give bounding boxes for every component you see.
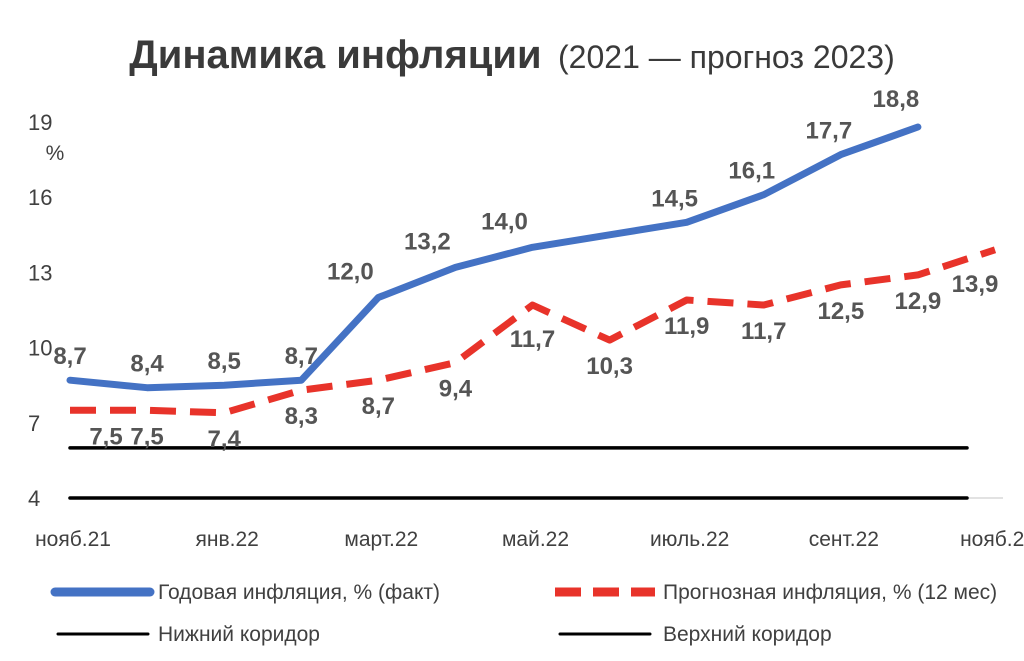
data-label-annual: 16,1 [728, 158, 775, 185]
y-tick-label: 10 [28, 336, 52, 361]
series-line-1 [66, 123, 922, 392]
data-label-annual: 8,7 [285, 343, 318, 370]
data-label-forecast: 7,4 [207, 426, 241, 453]
data-label-annual: 8,7 [53, 343, 86, 370]
y-tick-label: 4 [28, 486, 40, 511]
data-label-forecast: 8,7 [362, 393, 395, 420]
data-label-forecast: 10,3 [586, 353, 633, 380]
x-tick-label: сент.22 [809, 528, 879, 551]
x-tick-label: июль.22 [650, 528, 729, 551]
x-tick-label: май.22 [502, 528, 569, 551]
y-axis-unit: % [46, 142, 65, 165]
data-label-annual: 14,5 [651, 185, 698, 212]
data-label-annual: 13,2 [404, 228, 451, 255]
y-tick-label: 7 [28, 411, 40, 436]
data-label-forecast: 12,9 [895, 288, 942, 315]
data-label-forecast: 12,5 [817, 298, 864, 325]
data-label-forecast: 11,9 [664, 313, 709, 340]
legend-label-1: Годовая инфляция, % (факт) [158, 581, 440, 604]
legend-label-2: Прогнозная инфляция, % (12 мес) [663, 581, 997, 604]
data-label-annual: 14,0 [481, 208, 528, 235]
data-label-forecast: 7,5 [89, 423, 122, 450]
legend: Годовая инфляция, % (факт) Прогнозная инф… [50, 581, 997, 646]
x-tick-label: нояб.21 [35, 528, 111, 551]
x-tick-label: янв.22 [196, 528, 259, 551]
data-label-annual: 17,7 [805, 118, 852, 145]
x-tick-label: март.22 [344, 528, 418, 551]
x-axis: нояб.21 янв.22 март.22 май.22 июль.22 сент.22… [35, 528, 1024, 551]
data-label-annual: 12,0 [327, 258, 374, 285]
data-label-annual: 8,5 [207, 348, 240, 375]
chart-title: Динамика инфляции (2021 — прогноз 2023) [129, 33, 895, 77]
x-tick-label: нояб.22 [960, 528, 1024, 551]
data-label-annual: 8,4 [130, 351, 164, 378]
legend-label-4: Верхний коридор [663, 623, 832, 646]
y-tick-label: 16 [28, 185, 52, 210]
data-label-forecast: 9,4 [439, 376, 473, 403]
y-tick-label: 19 [28, 110, 52, 135]
chart-subtitle: (2021 — прогноз 2023) [558, 39, 895, 75]
data-label-forecast: 11,7 [510, 326, 555, 353]
data-label-annual: 18,8 [873, 86, 920, 113]
data-label-forecast: 13,9 [952, 271, 999, 298]
legend-label-3: Нижний коридор [158, 623, 320, 646]
chart-title-main: Динамика инфляции [129, 33, 541, 77]
plot-area [66, 123, 997, 500]
y-axis: 4 7 10 13 16 19 [28, 110, 52, 511]
data-label-forecast: 7,5 [130, 423, 163, 450]
data-label-forecast: 8,3 [285, 403, 318, 430]
data-label-forecast: 11,7 [741, 318, 786, 345]
series-line-2 [70, 246, 997, 417]
data-labels: 8,7 8,4 8,5 8,7 12,0 13,2 14,0 14,5 16,1 17,7 18,8… [53, 86, 998, 453]
y-tick-label: 13 [28, 260, 52, 285]
